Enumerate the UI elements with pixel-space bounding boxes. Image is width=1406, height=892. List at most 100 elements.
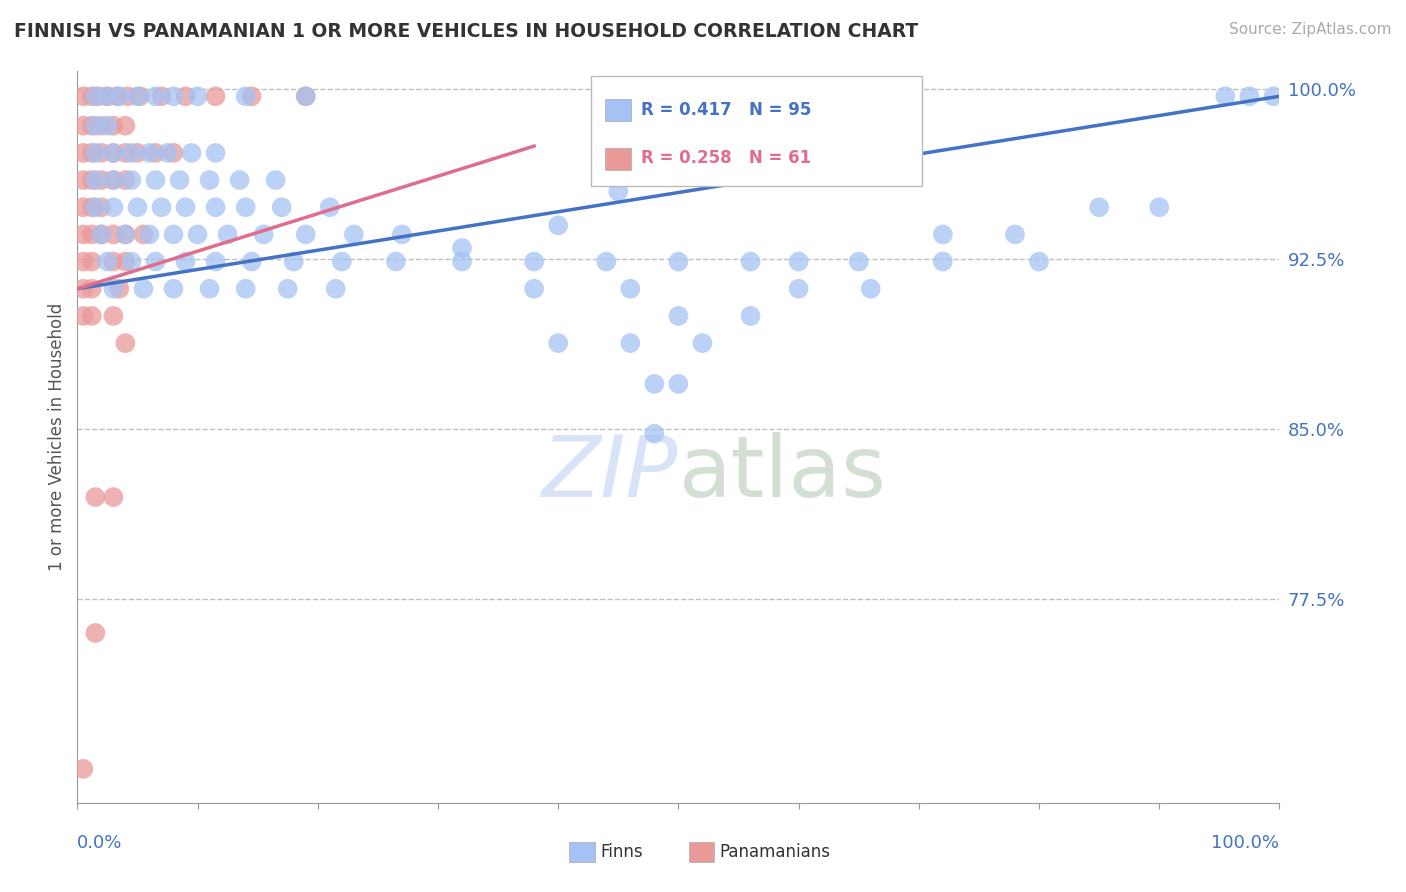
Point <box>385 254 408 268</box>
Point <box>1263 89 1285 103</box>
Point <box>72 254 94 268</box>
Point <box>619 282 641 296</box>
Point <box>156 145 179 160</box>
Point <box>114 173 136 187</box>
Point <box>103 173 125 187</box>
Point <box>96 119 118 133</box>
Point <box>80 282 103 296</box>
Point <box>186 227 209 242</box>
Point <box>127 89 149 103</box>
Text: Source: ZipAtlas.com: Source: ZipAtlas.com <box>1229 22 1392 37</box>
Point <box>80 145 103 160</box>
Point <box>103 200 125 214</box>
Point <box>72 282 94 296</box>
Point <box>150 89 173 103</box>
Point <box>145 254 167 268</box>
Point <box>108 89 131 103</box>
Point <box>150 200 173 214</box>
Point <box>90 145 112 160</box>
Point <box>270 200 292 214</box>
Point <box>391 227 413 242</box>
Point <box>80 227 103 242</box>
Point <box>294 89 316 103</box>
Point <box>80 309 103 323</box>
Point <box>228 173 250 187</box>
Point <box>1004 227 1026 242</box>
Point <box>1149 200 1171 214</box>
Point <box>162 145 184 160</box>
Point <box>294 227 316 242</box>
Point <box>1028 254 1050 268</box>
Point <box>547 219 569 233</box>
Point <box>787 282 810 296</box>
Point <box>740 254 762 268</box>
Point <box>72 309 94 323</box>
Point <box>103 145 125 160</box>
Point <box>72 200 94 214</box>
Point <box>80 119 103 133</box>
Point <box>451 254 474 268</box>
Text: atlas: atlas <box>679 432 886 516</box>
Point <box>90 227 112 242</box>
Point <box>72 145 94 160</box>
Point <box>204 254 226 268</box>
Point <box>80 200 103 214</box>
Point <box>84 490 107 504</box>
Point <box>692 336 714 351</box>
Point <box>138 227 160 242</box>
Point <box>128 89 150 103</box>
Point <box>848 254 870 268</box>
Text: R = 0.258   N = 61: R = 0.258 N = 61 <box>641 150 811 168</box>
Text: ZIP: ZIP <box>543 432 679 516</box>
Point <box>72 227 94 242</box>
Point <box>787 254 810 268</box>
Point <box>114 227 136 242</box>
Point <box>1215 89 1237 103</box>
Point <box>127 200 149 214</box>
Point <box>277 282 299 296</box>
Point <box>174 254 197 268</box>
Point <box>90 227 112 242</box>
Point <box>120 254 142 268</box>
Point <box>253 227 276 242</box>
Point <box>204 200 226 214</box>
Point <box>117 89 139 103</box>
Point <box>145 145 167 160</box>
Point <box>859 282 882 296</box>
Point <box>174 200 197 214</box>
Point <box>84 626 107 640</box>
Point <box>96 89 118 103</box>
Point <box>84 173 107 187</box>
Point <box>186 89 209 103</box>
Point <box>114 227 136 242</box>
Point <box>198 282 221 296</box>
Point <box>235 200 257 214</box>
Point <box>90 173 112 187</box>
Point <box>114 336 136 351</box>
Point <box>235 89 257 103</box>
Point <box>595 254 617 268</box>
Point <box>740 309 762 323</box>
Text: Finns: Finns <box>600 843 643 861</box>
Point <box>132 227 155 242</box>
Point <box>120 173 142 187</box>
Point <box>90 200 112 214</box>
Point <box>643 426 665 441</box>
Point <box>103 490 125 504</box>
Point <box>451 241 474 255</box>
Point <box>283 254 305 268</box>
Point <box>72 119 94 133</box>
Point <box>138 145 160 160</box>
Point <box>607 185 630 199</box>
Text: Panamanians: Panamanians <box>720 843 831 861</box>
Point <box>84 145 107 160</box>
Text: FINNISH VS PANAMANIAN 1 OR MORE VEHICLES IN HOUSEHOLD CORRELATION CHART: FINNISH VS PANAMANIAN 1 OR MORE VEHICLES… <box>14 22 918 41</box>
Text: 0.0%: 0.0% <box>77 834 122 852</box>
Point <box>162 227 184 242</box>
Point <box>240 89 263 103</box>
Point <box>132 282 155 296</box>
Point <box>120 145 142 160</box>
Point <box>103 119 125 133</box>
Point <box>72 762 94 776</box>
Point <box>162 282 184 296</box>
